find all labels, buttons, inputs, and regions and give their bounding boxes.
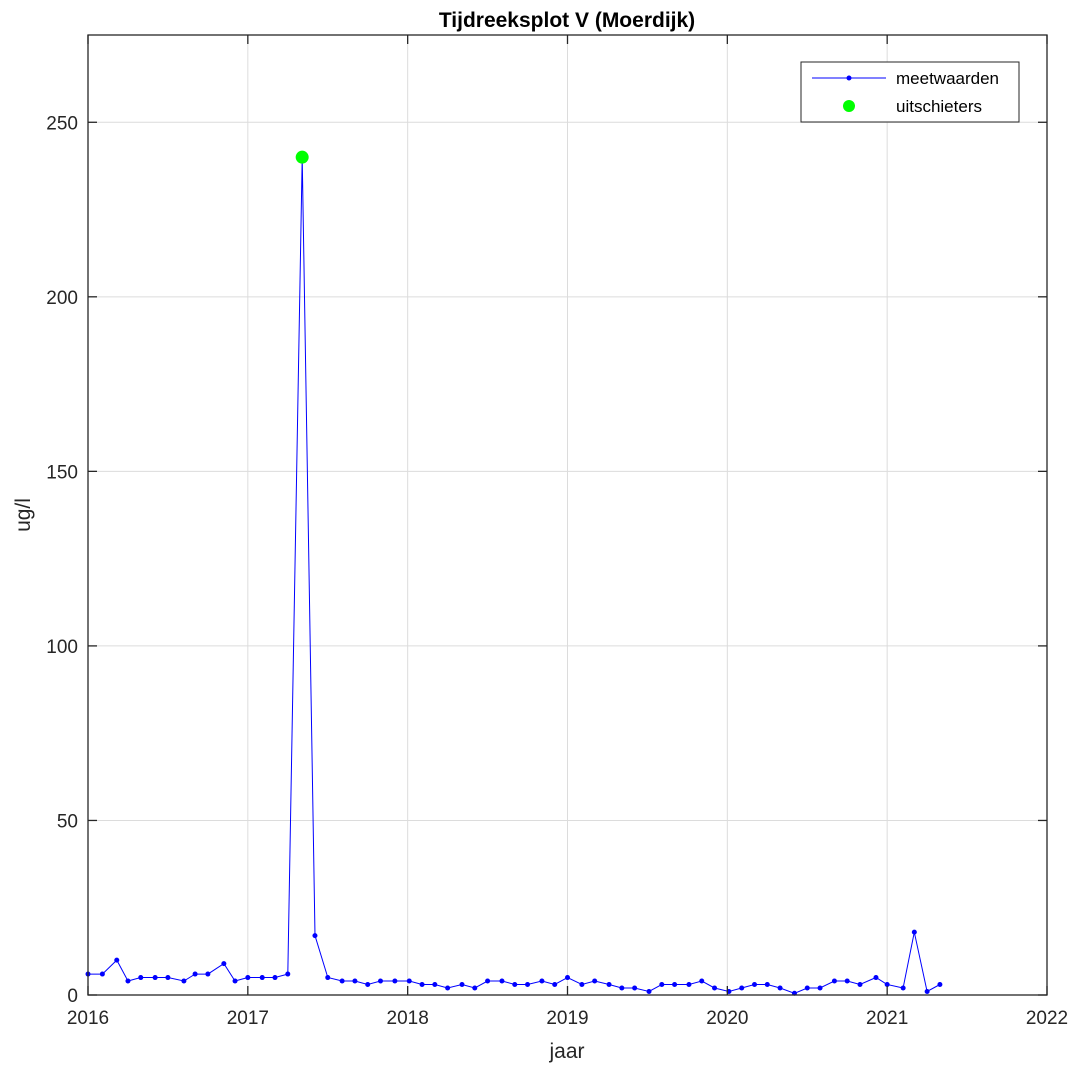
data-point-meetwaarden [844,978,850,984]
data-point-meetwaarden [764,982,770,988]
x-axis-label: jaar [548,1040,584,1063]
data-point-meetwaarden [377,978,383,984]
data-point-meetwaarden [686,982,692,988]
data-point-meetwaarden [152,975,158,981]
chart-title: Tijdreeksplot V (Moerdijk) [439,9,695,32]
data-point-meetwaarden [205,971,211,977]
data-point-meetwaarden [712,985,718,991]
x-tick-label: 2019 [546,1008,588,1029]
data-point-meetwaarden [552,982,558,988]
data-point-meetwaarden [165,975,171,981]
tick-labels: 2016 2017 2018 2019 2020 2021 2022 0 50 100 150 200… [46,113,1068,1029]
data-point-meetwaarden [857,982,863,988]
data-point-meetwaarden [565,975,570,981]
data-point-meetwaarden [632,985,638,991]
y-axis-label: ug/l [12,498,35,532]
y-tick-label: 200 [46,288,78,309]
x-tick-label: 2020 [706,1008,748,1029]
data-point-meetwaarden [459,982,465,988]
data-point-meetwaarden [900,985,906,991]
data-point-meetwaarden [739,985,745,991]
data-point-meetwaarden [873,975,879,981]
data-point-meetwaarden [539,978,545,984]
data-point-meetwaarden [325,975,331,981]
data-point-meetwaarden [445,985,451,991]
legend-box [800,61,1020,123]
data-point-meetwaarden [512,982,518,988]
data-point-meetwaarden [619,985,625,991]
legend-marker-meetwaarden [846,75,852,81]
legend: meetwaarden uitschieters [800,61,1020,123]
data-point-uitschieters [295,150,309,164]
data-point-meetwaarden [99,971,105,977]
data-point-meetwaarden [192,971,198,977]
x-tick-label: 2021 [866,1008,908,1029]
data-point-meetwaarden [699,978,705,984]
data-point-meetwaarden [232,978,238,984]
data-point-meetwaarden [365,982,371,988]
data-point-meetwaarden [181,978,187,984]
data-point-meetwaarden [114,957,120,963]
y-tick-label: 100 [46,637,78,658]
data-point-meetwaarden [831,978,837,984]
data-point-meetwaarden [221,961,227,967]
data-point-meetwaarden [125,978,131,984]
data-point-meetwaarden [937,982,943,988]
data-point-meetwaarden [272,975,278,981]
legend-marker-uitschieters [843,100,855,112]
data-point-meetwaarden [579,982,585,988]
data-point-meetwaarden [592,978,598,984]
data-point-meetwaarden [884,982,890,988]
data-point-meetwaarden [672,982,678,988]
data-point-meetwaarden [339,978,345,984]
data-point-meetwaarden [817,985,823,991]
data-point-meetwaarden [432,982,438,988]
data-point-meetwaarden [392,978,398,984]
data-point-meetwaarden [312,933,318,939]
data-point-meetwaarden [352,978,358,984]
data-point-meetwaarden [285,971,291,977]
legend-label-uitschieters: uitschieters [896,97,982,116]
y-tick-label: 250 [46,113,78,134]
data-point-meetwaarden [419,982,425,988]
data-point-meetwaarden [259,975,265,981]
legend-label-meetwaarden: meetwaarden [896,69,999,88]
x-tick-label: 2018 [387,1008,429,1029]
data-point-meetwaarden [472,985,478,991]
series-area [85,150,943,996]
data-point-meetwaarden [752,982,758,988]
y-tick-label: 50 [57,811,78,832]
data-point-meetwaarden [646,989,652,995]
y-tick-label: 0 [67,986,78,1007]
x-tick-label: 2022 [1026,1008,1068,1029]
data-point-meetwaarden [499,978,505,984]
data-point-meetwaarden [525,982,531,988]
data-point-meetwaarden [485,978,491,984]
data-point-meetwaarden [606,982,612,988]
data-point-meetwaarden [245,975,251,981]
ticks [87,35,1048,996]
grid [88,35,1047,995]
x-tick-label: 2016 [67,1008,109,1029]
data-point-meetwaarden [924,989,930,995]
data-point-meetwaarden [804,985,810,991]
data-point-meetwaarden [777,985,783,991]
y-tick-label: 150 [46,462,78,483]
data-point-meetwaarden [911,929,917,935]
data-point-meetwaarden [659,982,665,988]
x-tick-label: 2017 [227,1008,269,1029]
data-point-meetwaarden [406,978,412,984]
data-point-meetwaarden [138,975,144,981]
